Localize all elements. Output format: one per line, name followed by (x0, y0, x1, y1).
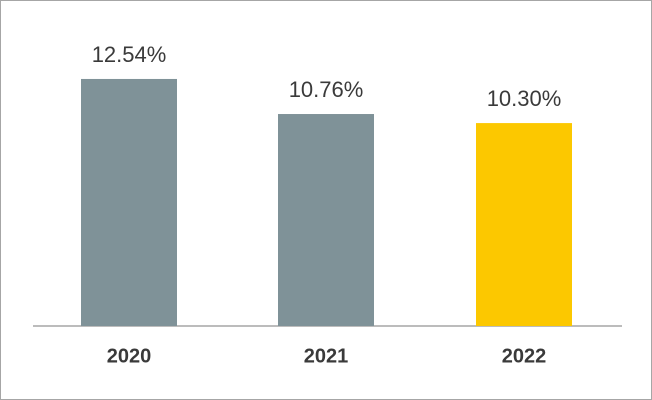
x-tick-label: 2021 (304, 345, 349, 367)
bar (476, 123, 572, 326)
x-tick-label: 2022 (502, 345, 547, 367)
x-tick-label: 2020 (107, 345, 152, 367)
value-label: 10.76% (289, 77, 364, 102)
bar (278, 114, 374, 326)
value-label: 10.30% (487, 86, 562, 111)
bar (81, 78, 177, 326)
value-label: 12.54% (92, 42, 167, 67)
